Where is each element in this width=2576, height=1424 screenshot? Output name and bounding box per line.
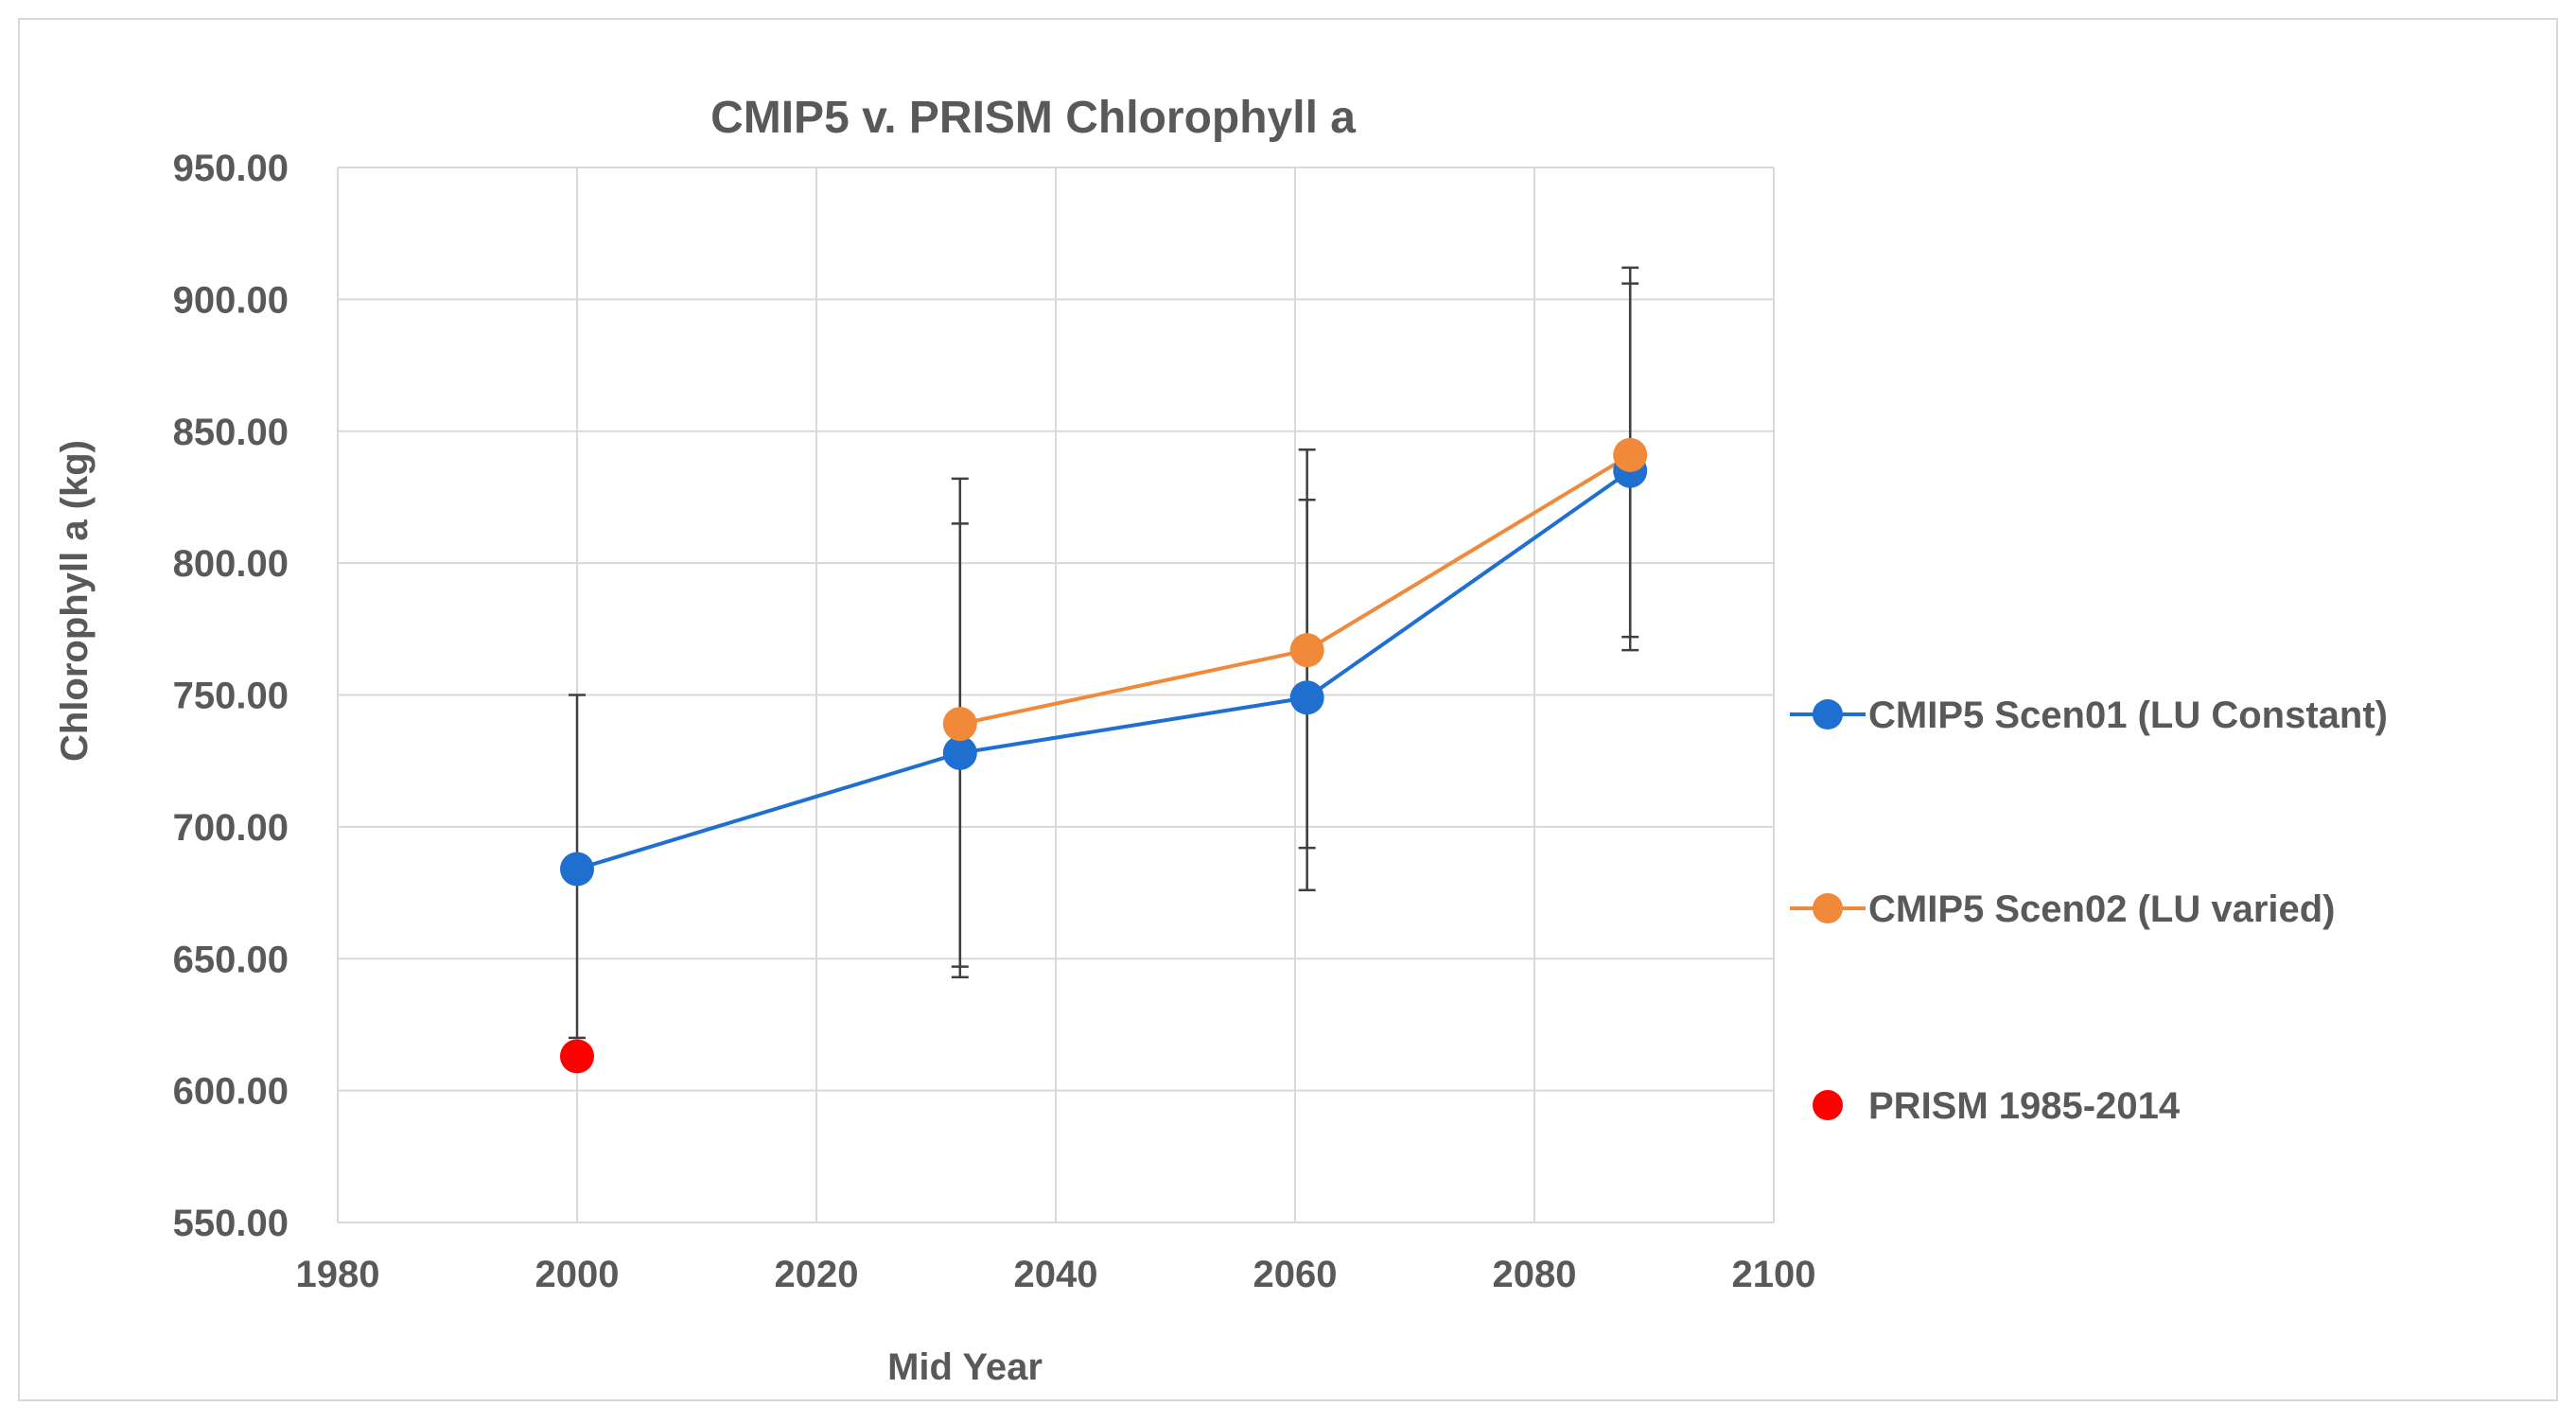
tick-labels: 550.00 600.00 650.00 700.00 750.00 800.00 850.…	[173, 148, 1816, 1295]
data-point	[942, 707, 977, 742]
chart-title: CMIP5 v. PRISM Chlorophyll a	[710, 93, 1356, 143]
data-point	[1289, 633, 1324, 668]
legend-marker	[1813, 893, 1843, 923]
data-point	[1289, 680, 1324, 715]
data-point	[942, 735, 977, 770]
y-tick-label: 700.00	[173, 807, 289, 849]
x-tick-label: 2100	[1732, 1254, 1816, 1295]
x-tick-label: 2060	[1253, 1254, 1338, 1295]
data-points	[560, 437, 1648, 1074]
legend-label: CMIP5 Scen02 (LU varied)	[1868, 888, 2336, 930]
legend-marker	[1813, 699, 1843, 730]
data-point	[1613, 437, 1648, 472]
y-tick-label: 850.00	[173, 412, 289, 453]
y-tick-label: 550.00	[173, 1203, 289, 1244]
x-tick-label: 2040	[1014, 1254, 1098, 1295]
x-tick-label: 2000	[535, 1254, 620, 1295]
y-tick-label: 750.00	[173, 676, 289, 717]
legend: CMIP5 Scen01 (LU Constant) CMIP5 Scen02 (…	[1790, 694, 2388, 1127]
y-tick-label: 950.00	[173, 148, 289, 189]
y-axis-label: Chlorophyll a (kg)	[54, 440, 96, 762]
y-tick-label: 800.00	[173, 543, 289, 585]
y-tick-label: 600.00	[173, 1071, 289, 1113]
data-point	[560, 1039, 594, 1074]
x-tick-label: 2080	[1493, 1254, 1577, 1295]
y-tick-label: 900.00	[173, 279, 289, 321]
x-axis-label: Mid Year	[887, 1346, 1043, 1388]
gridlines	[337, 167, 1775, 1223]
x-tick-label: 1980	[296, 1254, 380, 1295]
x-tick-label: 2020	[775, 1254, 859, 1295]
y-tick-label: 650.00	[173, 939, 289, 980]
series-line	[576, 468, 1632, 871]
chart-border	[18, 18, 2558, 1401]
legend-label: PRISM 1985-2014	[1868, 1085, 2181, 1127]
data-point	[560, 852, 594, 887]
legend-label: CMIP5 Scen01 (LU Constant)	[1868, 694, 2388, 736]
legend-marker	[1813, 1090, 1843, 1120]
